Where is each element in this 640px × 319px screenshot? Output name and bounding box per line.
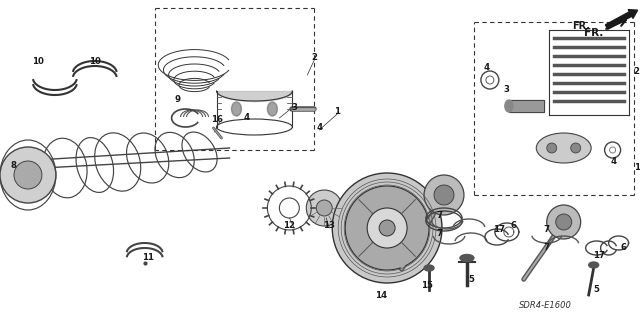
Circle shape — [547, 143, 557, 153]
Circle shape — [345, 186, 429, 270]
Ellipse shape — [536, 133, 591, 163]
Text: FR.: FR. — [584, 28, 604, 38]
Text: 7: 7 — [544, 243, 550, 253]
Text: 10: 10 — [32, 57, 44, 66]
Text: 4: 4 — [316, 123, 323, 132]
Circle shape — [571, 143, 580, 153]
Text: 6: 6 — [511, 220, 517, 229]
Text: 13: 13 — [323, 220, 335, 229]
Text: 1: 1 — [634, 164, 639, 173]
Text: 3: 3 — [504, 85, 510, 94]
Text: 6: 6 — [621, 243, 627, 253]
Text: 17: 17 — [593, 250, 605, 259]
Text: 8: 8 — [11, 160, 17, 169]
Text: 4: 4 — [611, 158, 617, 167]
Text: 15: 15 — [421, 280, 433, 290]
Text: 9: 9 — [175, 95, 180, 105]
Ellipse shape — [424, 265, 434, 271]
Text: 17: 17 — [493, 226, 505, 234]
Text: 16: 16 — [211, 115, 223, 124]
Text: 10: 10 — [89, 57, 100, 66]
Ellipse shape — [505, 100, 513, 112]
Circle shape — [379, 220, 395, 236]
Circle shape — [556, 214, 572, 230]
Text: 5: 5 — [468, 276, 474, 285]
Text: 12: 12 — [284, 220, 295, 229]
Circle shape — [434, 185, 454, 205]
Ellipse shape — [268, 102, 277, 116]
Text: 11: 11 — [141, 254, 154, 263]
Ellipse shape — [460, 255, 474, 262]
Text: 4: 4 — [243, 114, 250, 122]
Polygon shape — [509, 100, 544, 112]
Circle shape — [14, 161, 42, 189]
Text: 7: 7 — [436, 211, 442, 219]
Circle shape — [424, 175, 464, 215]
Ellipse shape — [232, 102, 241, 116]
Text: 2: 2 — [634, 68, 639, 77]
Circle shape — [0, 147, 56, 203]
Text: SDR4-E1600: SDR4-E1600 — [519, 300, 572, 309]
FancyArrow shape — [605, 10, 637, 29]
Text: 7: 7 — [436, 228, 442, 238]
Ellipse shape — [589, 262, 598, 268]
Text: 7: 7 — [544, 226, 550, 234]
Circle shape — [316, 200, 332, 216]
Circle shape — [332, 173, 442, 283]
Circle shape — [367, 208, 407, 248]
Text: 1: 1 — [334, 108, 340, 116]
Text: 5: 5 — [594, 286, 600, 294]
Circle shape — [307, 190, 342, 226]
Circle shape — [547, 205, 580, 239]
Text: FR.: FR. — [572, 21, 589, 31]
Text: 14: 14 — [375, 291, 387, 300]
Text: 4: 4 — [484, 63, 490, 72]
Text: 2: 2 — [311, 54, 317, 63]
Text: 3: 3 — [291, 103, 298, 113]
